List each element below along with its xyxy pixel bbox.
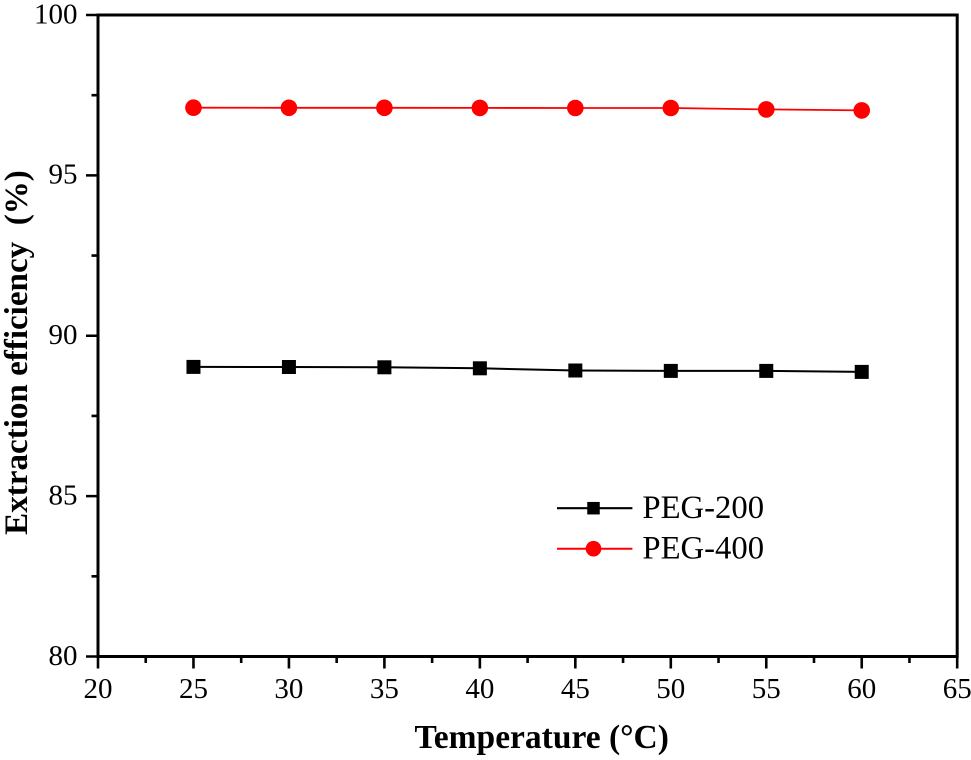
svg-text:90: 90 bbox=[49, 319, 78, 351]
svg-text:30: 30 bbox=[274, 673, 303, 705]
svg-text:100: 100 bbox=[34, 0, 78, 30]
svg-text:40: 40 bbox=[465, 673, 494, 705]
svg-text:Temperature (°C): Temperature (°C) bbox=[415, 719, 669, 756]
svg-text:65: 65 bbox=[943, 673, 971, 705]
svg-text:25: 25 bbox=[179, 673, 208, 705]
svg-text:50: 50 bbox=[656, 673, 685, 705]
svg-text:45: 45 bbox=[561, 673, 590, 705]
svg-text:PEG-200: PEG-200 bbox=[642, 490, 764, 526]
svg-text:20: 20 bbox=[84, 673, 113, 705]
svg-text:PEG-400: PEG-400 bbox=[642, 531, 764, 567]
svg-text:85: 85 bbox=[49, 479, 78, 511]
svg-text:55: 55 bbox=[752, 673, 781, 705]
svg-text:60: 60 bbox=[847, 673, 876, 705]
svg-text:35: 35 bbox=[370, 673, 399, 705]
svg-text:Extraction efficiency (%): Extraction efficiency (%) bbox=[0, 170, 35, 535]
svg-text:95: 95 bbox=[49, 159, 78, 191]
svg-text:80: 80 bbox=[49, 640, 78, 672]
